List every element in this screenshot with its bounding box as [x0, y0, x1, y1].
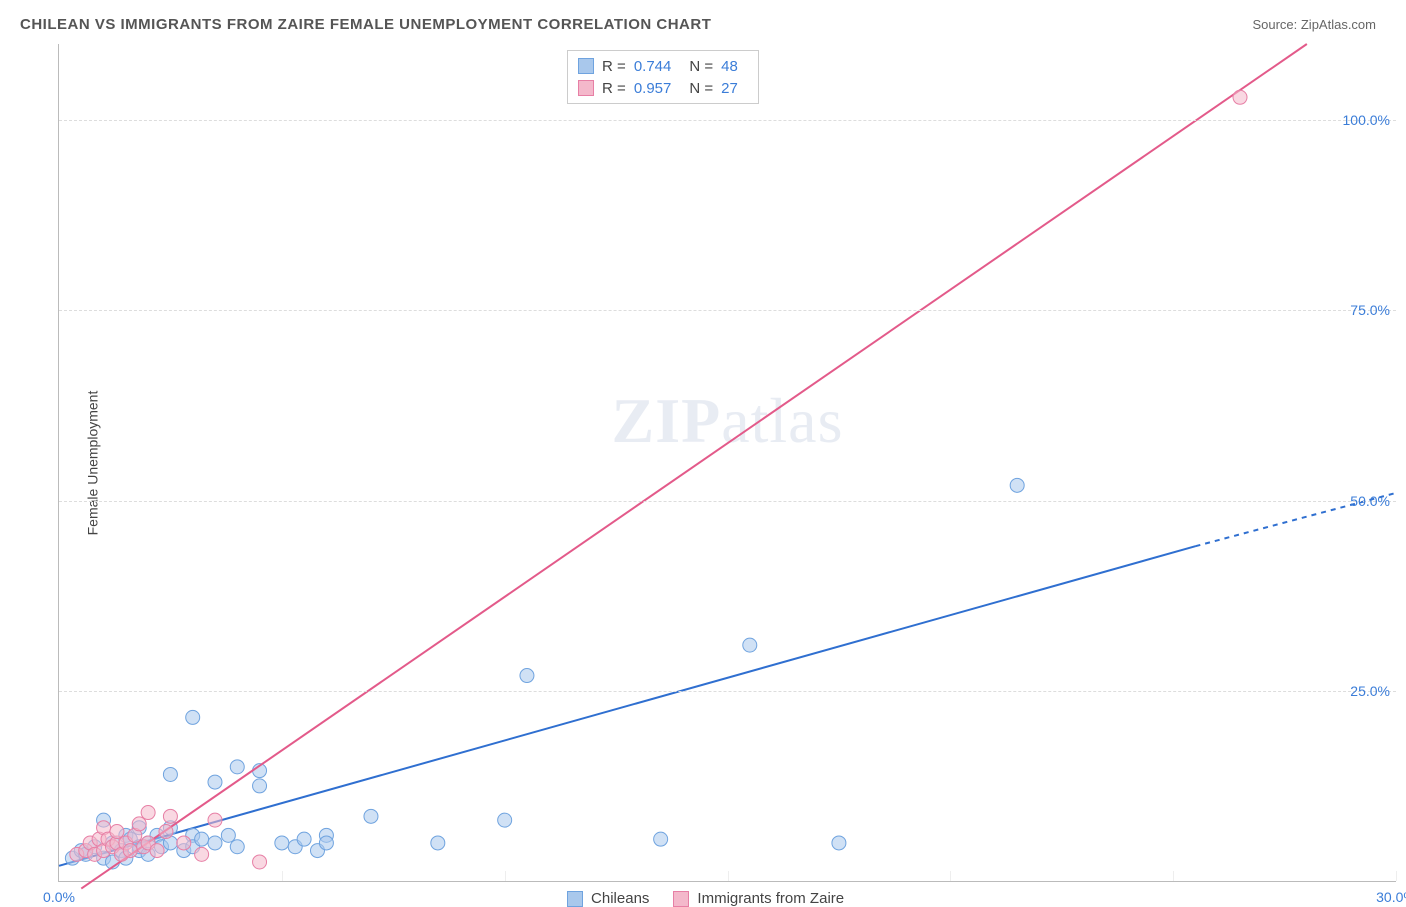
- source-link[interactable]: ZipAtlas.com: [1301, 17, 1376, 32]
- n-label: N =: [689, 80, 713, 97]
- legend-row-chileans: R = 0.744 N = 48: [578, 55, 748, 77]
- x-tick-label: 0.0%: [43, 889, 75, 905]
- swatch-zaire: [578, 80, 594, 96]
- swatch-chileans: [578, 58, 594, 74]
- source-attribution: Source: ZipAtlas.com: [1252, 17, 1376, 32]
- n-value-zaire: 27: [721, 80, 738, 97]
- y-tick-label: 25.0%: [1350, 683, 1390, 699]
- y-tick-label: 75.0%: [1350, 302, 1390, 318]
- r-label: R =: [602, 80, 626, 97]
- swatch-zaire: [673, 891, 689, 907]
- x-tick-label: 30.0%: [1376, 889, 1406, 905]
- n-label: N =: [689, 58, 713, 75]
- correlation-legend: R = 0.744 N = 48 R = 0.957 N = 27: [567, 50, 759, 104]
- legend-item-chileans: Chileans: [567, 890, 649, 907]
- chart-svg: [59, 44, 1396, 881]
- legend-label-chileans: Chileans: [591, 890, 649, 907]
- n-value-chileans: 48: [721, 58, 738, 75]
- y-tick-label: 50.0%: [1350, 493, 1390, 509]
- r-value-zaire: 0.957: [634, 80, 672, 97]
- chart-container: Female Unemployment ZIPatlas R = 0.744 N…: [48, 44, 1396, 882]
- chart-title: CHILEAN VS IMMIGRANTS FROM ZAIRE FEMALE …: [20, 16, 711, 33]
- source-prefix: Source:: [1252, 17, 1300, 32]
- series-legend: Chileans Immigrants from Zaire: [567, 890, 844, 907]
- swatch-chileans: [567, 891, 583, 907]
- plot-area: ZIPatlas R = 0.744 N = 48 R = 0.957 N = …: [58, 44, 1396, 882]
- r-value-chileans: 0.744: [634, 58, 672, 75]
- y-tick-label: 100.0%: [1343, 112, 1390, 128]
- legend-row-zaire: R = 0.957 N = 27: [578, 77, 748, 99]
- legend-item-zaire: Immigrants from Zaire: [673, 890, 844, 907]
- legend-label-zaire: Immigrants from Zaire: [697, 890, 844, 907]
- r-label: R =: [602, 58, 626, 75]
